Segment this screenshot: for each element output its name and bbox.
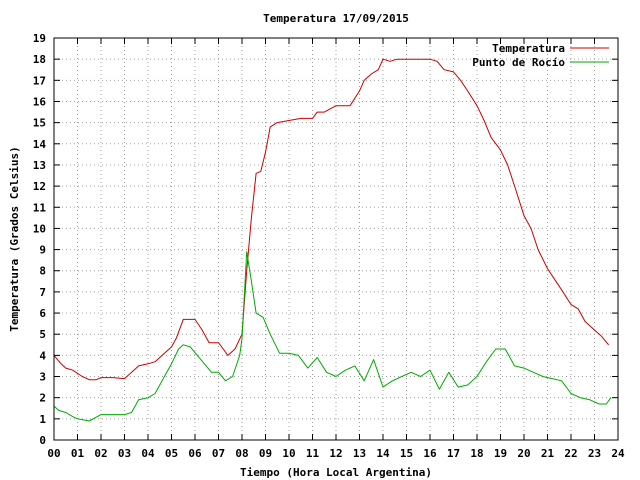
series-layer bbox=[53, 58, 612, 422]
y-tick-label: 17 bbox=[33, 74, 46, 87]
x-tick-label: 01 bbox=[71, 447, 85, 460]
series-line-punto-de-rocio bbox=[53, 251, 612, 422]
x-tick-label: 09 bbox=[259, 447, 272, 460]
x-tick-label: 19 bbox=[494, 447, 507, 460]
y-tick-label: 2 bbox=[39, 392, 46, 405]
ticks: 00 01 02 03 04 05 06 07 08 09 10 11 12 13 14 15 16 17 18 19… bbox=[33, 32, 625, 460]
x-tick-label: 12 bbox=[329, 447, 342, 460]
x-tick-label: 03 bbox=[118, 447, 131, 460]
x-tick-label: 05 bbox=[165, 447, 178, 460]
chart-title: Temperatura 17/09/2015 bbox=[263, 12, 409, 25]
y-tick-label: 12 bbox=[33, 180, 46, 193]
y-tick-label: 19 bbox=[33, 32, 46, 45]
x-tick-label: 22 bbox=[564, 447, 577, 460]
y-tick-label: 3 bbox=[39, 371, 46, 384]
y-tick-label: 15 bbox=[33, 117, 46, 130]
y-tick-label: 14 bbox=[33, 138, 47, 151]
legend: Temperatura Punto de Rocío bbox=[472, 42, 609, 69]
y-tick-label: 0 bbox=[39, 434, 46, 447]
legend-label-punto-de-rocio: Punto de Rocío bbox=[472, 56, 565, 69]
x-tick-label: 10 bbox=[282, 447, 295, 460]
y-tick-label: 4 bbox=[39, 349, 46, 362]
series-line-temperatura bbox=[53, 58, 609, 381]
x-tick-label: 14 bbox=[376, 447, 390, 460]
x-tick-label: 18 bbox=[470, 447, 483, 460]
legend-label-temperatura: Temperatura bbox=[492, 42, 565, 55]
y-tick-label: 8 bbox=[39, 265, 46, 278]
y-tick-label: 13 bbox=[33, 159, 46, 172]
y-tick-label: 5 bbox=[39, 328, 46, 341]
x-tick-label: 07 bbox=[212, 447, 225, 460]
y-tick-label: 6 bbox=[39, 307, 46, 320]
x-tick-label: 17 bbox=[447, 447, 460, 460]
y-tick-label: 11 bbox=[33, 201, 47, 214]
x-tick-label: 13 bbox=[353, 447, 366, 460]
x-tick-label: 24 bbox=[611, 447, 625, 460]
x-axis-label: Tiempo (Hora Local Argentina) bbox=[240, 466, 432, 479]
x-tick-label: 23 bbox=[588, 447, 601, 460]
y-tick-label: 10 bbox=[33, 222, 46, 235]
x-tick-label: 15 bbox=[400, 447, 413, 460]
x-tick-label: 16 bbox=[423, 447, 437, 460]
x-tick-label: 21 bbox=[541, 447, 555, 460]
x-tick-label: 06 bbox=[188, 447, 202, 460]
y-tick-label: 7 bbox=[39, 286, 46, 299]
y-tick-label: 1 bbox=[39, 413, 46, 426]
y-axis-label: Temperatura (Grados Celsius) bbox=[8, 146, 21, 331]
x-tick-label: 11 bbox=[306, 447, 320, 460]
y-tick-label: 9 bbox=[39, 244, 46, 257]
y-tick-label: 18 bbox=[33, 53, 46, 66]
x-tick-label: 02 bbox=[94, 447, 107, 460]
x-tick-label: 20 bbox=[517, 447, 530, 460]
x-tick-label: 00 bbox=[47, 447, 60, 460]
x-tick-label: 08 bbox=[235, 447, 248, 460]
x-tick-label: 04 bbox=[141, 447, 155, 460]
grid bbox=[54, 38, 618, 440]
y-tick-label: 16 bbox=[33, 95, 47, 108]
